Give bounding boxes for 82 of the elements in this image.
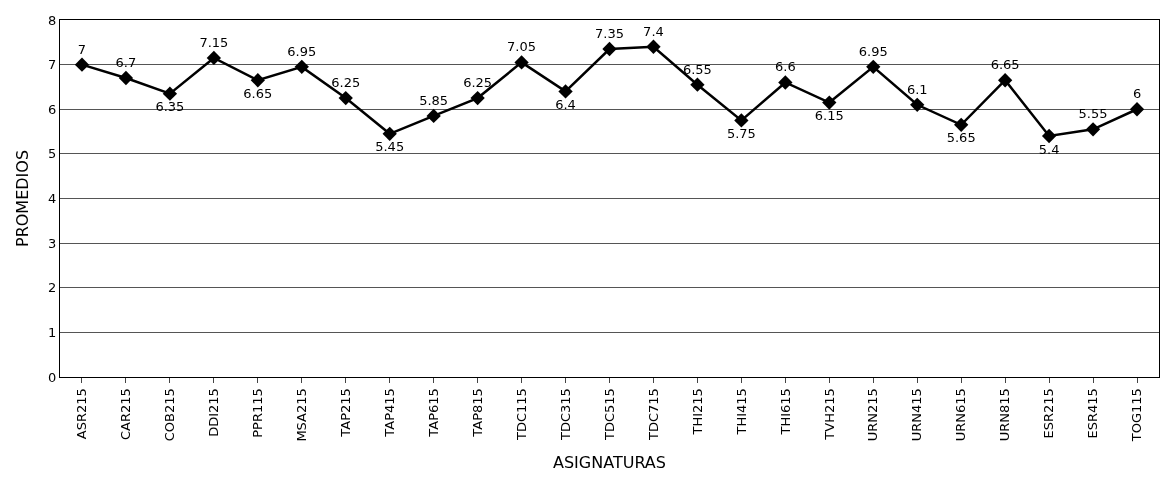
- x-tick-label: PPR115: [250, 388, 266, 438]
- y-tick-label: 2: [48, 280, 57, 296]
- x-tick-label: TAP815: [469, 388, 485, 438]
- x-tick-label: URN415: [909, 388, 925, 442]
- x-tick-label: ASR215: [74, 388, 90, 440]
- point: [470, 90, 485, 106]
- data-label: 5.4: [1038, 141, 1060, 157]
- x-tick-label: THI615: [777, 388, 793, 436]
- point: [250, 73, 265, 88]
- y-tick-label: 4: [48, 191, 57, 207]
- y-tick-label: 1: [48, 324, 57, 340]
- data-label: 7.35: [595, 25, 624, 41]
- data-label: 6.25: [463, 74, 493, 90]
- y-tick-label: 0: [48, 369, 57, 385]
- x-tick-label: TOG115: [1129, 388, 1145, 443]
- point: [162, 86, 178, 101]
- x-tick-label: TDC515: [601, 388, 617, 442]
- point: [1129, 102, 1145, 117]
- data-label: 7.05: [507, 39, 537, 55]
- data-label: 5.75: [726, 126, 756, 142]
- data-label: 6.95: [287, 43, 317, 59]
- y-tick-label: 8: [48, 12, 57, 28]
- x-tick-label: TDC715: [645, 388, 661, 442]
- point: [646, 39, 661, 54]
- point: [997, 73, 1013, 88]
- point: [690, 77, 705, 92]
- point: [1041, 128, 1057, 144]
- y-tick-label: 6: [48, 101, 57, 117]
- data-label: 6: [1132, 86, 1142, 102]
- x-tick-label: CAR215: [118, 388, 134, 441]
- point: [338, 90, 353, 106]
- x-tick-label: ESR415: [1085, 388, 1101, 439]
- x-tick-label: ESR215: [1041, 388, 1057, 439]
- data-label: 5.45: [375, 139, 405, 155]
- point: [426, 108, 441, 124]
- point: [602, 41, 617, 57]
- data-label: 6.65: [243, 85, 273, 101]
- point: [822, 95, 837, 110]
- data-label: 5.85: [419, 92, 449, 108]
- point: [206, 50, 222, 66]
- point: [866, 59, 881, 75]
- x-tick-label: URN215: [865, 388, 881, 442]
- data-label: 6.95: [858, 43, 888, 59]
- point: [294, 59, 309, 75]
- data-label: 6.25: [331, 74, 361, 90]
- data-label: 5.55: [1078, 106, 1108, 122]
- x-tick-label: TAP415: [381, 388, 397, 438]
- x-tick-label: TVH215: [821, 388, 837, 441]
- data-label: 6.15: [814, 108, 844, 124]
- x-tick-label: TAP615: [425, 388, 441, 438]
- point: [382, 126, 397, 141]
- data-label: 7.4: [643, 23, 664, 39]
- x-tick-label: THI215: [689, 388, 705, 436]
- x-tick-label: TDC315: [557, 388, 573, 442]
- y-axis-title: PROMEDIOS: [13, 149, 33, 248]
- point: [734, 113, 749, 128]
- point: [1085, 122, 1101, 137]
- point: [910, 97, 925, 112]
- x-tick-label: COB215: [162, 388, 178, 442]
- x-tick-label: URN815: [997, 388, 1013, 442]
- data-label: 7.15: [199, 34, 229, 50]
- x-tick-label: TAP215: [337, 388, 353, 438]
- x-tick-label: DDI215: [206, 388, 222, 437]
- point: [118, 70, 134, 86]
- x-tick-label: URN615: [953, 388, 969, 442]
- point: [558, 84, 573, 99]
- y-tick-label: 7: [48, 57, 57, 73]
- data-label: 5.65: [946, 130, 976, 146]
- point: [74, 57, 90, 72]
- y-tick-label: 3: [48, 235, 57, 251]
- x-tick-label: TDC115: [513, 388, 529, 442]
- point: [778, 75, 793, 90]
- data-label: 6.55: [682, 61, 712, 77]
- point: [514, 55, 529, 70]
- point: [954, 117, 969, 133]
- x-axis-title: ASIGNATURAS: [553, 452, 666, 472]
- y-tick-label: 5: [48, 146, 57, 162]
- x-tick-label: THI415: [733, 388, 749, 436]
- data-label: 6.1: [906, 81, 928, 97]
- data-label: 6.4: [555, 97, 576, 113]
- x-tick-label: MSA215: [294, 388, 310, 442]
- data-label: 7: [77, 41, 87, 57]
